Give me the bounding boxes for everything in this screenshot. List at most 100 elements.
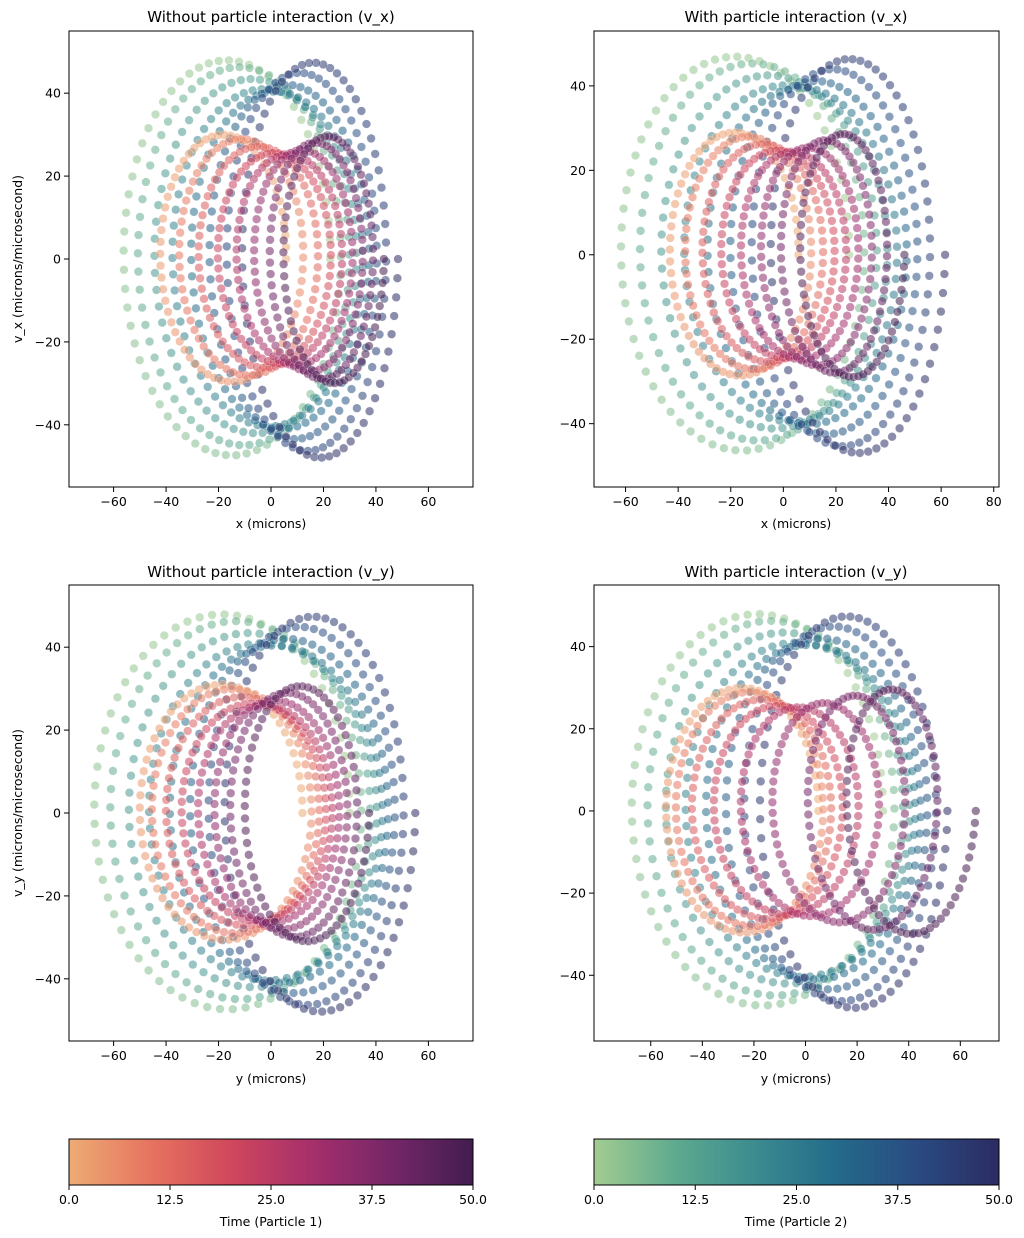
scatter-point-particle-2	[688, 913, 698, 923]
scatter-point-particle-1	[240, 801, 250, 811]
scatter-point-particle-1	[737, 777, 747, 787]
scatter-point-particle-1	[971, 806, 981, 816]
scatter-point-particle-2	[382, 947, 393, 957]
scatter-point-particle-1	[177, 797, 187, 807]
scatter-point-particle-2	[92, 762, 102, 772]
scatter-point-particle-1	[175, 336, 185, 346]
scatter-point-particle-1	[353, 300, 363, 310]
scatter-point-particle-1	[246, 861, 256, 871]
scatter-point-particle-2	[207, 291, 217, 301]
scatter-point-particle-2	[147, 386, 157, 396]
scatter-point-particle-2	[297, 433, 307, 443]
scatter-point-particle-1	[219, 863, 229, 873]
scatter-point-particle-2	[96, 743, 106, 753]
scatter-point-particle-1	[256, 892, 266, 903]
x-tick-label: 0	[779, 494, 787, 509]
scatter-point-particle-1	[831, 189, 841, 199]
scatter-point-particle-1	[841, 178, 851, 188]
scatter-point-particle-2	[704, 759, 715, 769]
scatter-point-particle-1	[156, 225, 166, 235]
scatter-point-particle-2	[680, 706, 690, 716]
scatter-point-particle-2	[890, 367, 900, 377]
scatter-point-particle-1	[337, 342, 347, 353]
scatter-point-particle-2	[892, 242, 902, 252]
scatter-point-particle-2	[166, 348, 176, 358]
scatter-point-particle-1	[360, 349, 371, 359]
scatter-point-particle-1	[174, 250, 184, 260]
scatter-point-particle-1	[853, 868, 863, 878]
scatter-point-particle-2	[352, 949, 362, 960]
scatter-point-particle-1	[201, 154, 212, 164]
scatter-point-particle-1	[715, 349, 725, 359]
scatter-point-particle-1	[351, 785, 362, 795]
scatter-point-particle-2	[187, 271, 197, 281]
scatter-point-particle-1	[795, 243, 805, 253]
scatter-point-particle-1	[139, 766, 149, 776]
scatter-point-particle-1	[801, 301, 811, 311]
scatter-point-particle-1	[336, 269, 346, 279]
scatter-point-particle-1	[713, 835, 723, 845]
scatter-point-particle-2	[804, 427, 814, 437]
scatter-point-particle-2	[356, 106, 366, 116]
scatter-point-particle-2	[754, 617, 764, 627]
scatter-point-particle-2	[630, 150, 641, 161]
scatter-point-particle-2	[383, 347, 393, 357]
y-tick-label: 40	[45, 86, 61, 101]
scatter-point-particle-1	[284, 306, 294, 316]
scatter-point-particle-1	[155, 249, 165, 259]
scatter-point-particle-1	[931, 819, 941, 829]
y-tick-label: 0	[578, 247, 586, 262]
scatter-point-particle-2	[244, 403, 254, 413]
scatter-point-particle-2	[770, 373, 780, 383]
scatter-point-particle-2	[91, 838, 101, 848]
scatter-point-particle-2	[821, 417, 831, 427]
scatter-point-particle-1	[665, 766, 675, 776]
scatter-point-particle-2	[399, 901, 409, 911]
scatter-point-particle-2	[896, 703, 906, 714]
scatter-point-particle-2	[917, 325, 928, 335]
scatter-point-particle-1	[764, 302, 774, 313]
scatter-point-particle-1	[296, 156, 306, 166]
scatter-point-particle-1	[350, 309, 361, 319]
scatter-point-particle-1	[189, 912, 199, 922]
scatter-point-particle-2	[327, 633, 337, 643]
scatter-point-particle-2	[786, 89, 796, 99]
scatter-point-particle-1	[958, 874, 968, 884]
scatter-point-particle-1	[709, 805, 719, 815]
scatter-point-particle-1	[699, 353, 710, 363]
scatter-point-particle-1	[673, 188, 683, 199]
scatter-point-particle-1	[796, 220, 806, 230]
scatter-point-particle-2	[680, 136, 690, 146]
scatter-point-particle-1	[808, 160, 818, 170]
scatter-point-particle-2	[712, 658, 722, 668]
scatter-point-particle-1	[846, 337, 856, 347]
scatter-point-particle-2	[747, 255, 757, 266]
scatter-point-particle-1	[817, 781, 827, 791]
scatter-point-particle-1	[672, 302, 682, 312]
scatter-point-particle-2	[694, 111, 705, 121]
scatter-point-particle-2	[628, 779, 638, 789]
scatter-point-particle-2	[843, 624, 853, 634]
scatter-point-particle-2	[760, 108, 770, 118]
scatter-point-particle-1	[777, 739, 787, 749]
scatter-point-particle-1	[368, 244, 378, 254]
scatter-point-particle-2	[236, 75, 246, 85]
scatter-point-particle-2	[242, 448, 252, 459]
scatter-point-particle-2	[230, 122, 240, 132]
scatter-point-particle-2	[810, 73, 820, 83]
scatter-point-particle-2	[719, 443, 729, 453]
scatter-point-particle-2	[255, 992, 265, 1002]
scatter-point-particle-2	[643, 818, 653, 828]
scatter-point-particle-2	[371, 346, 381, 356]
scatter-point-particle-2	[120, 677, 130, 687]
scatter-point-particle-2	[141, 371, 151, 381]
scatter-point-particle-1	[882, 228, 892, 238]
scatter-point-particle-1	[758, 211, 769, 221]
scatter-point-particle-1	[702, 735, 712, 745]
scatter-point-particle-2	[350, 932, 360, 942]
scatter-point-particle-2	[326, 666, 336, 676]
scatter-point-particle-1	[196, 731, 206, 741]
scatter-point-particle-2	[896, 353, 906, 363]
scatter-point-particle-2	[210, 973, 220, 983]
